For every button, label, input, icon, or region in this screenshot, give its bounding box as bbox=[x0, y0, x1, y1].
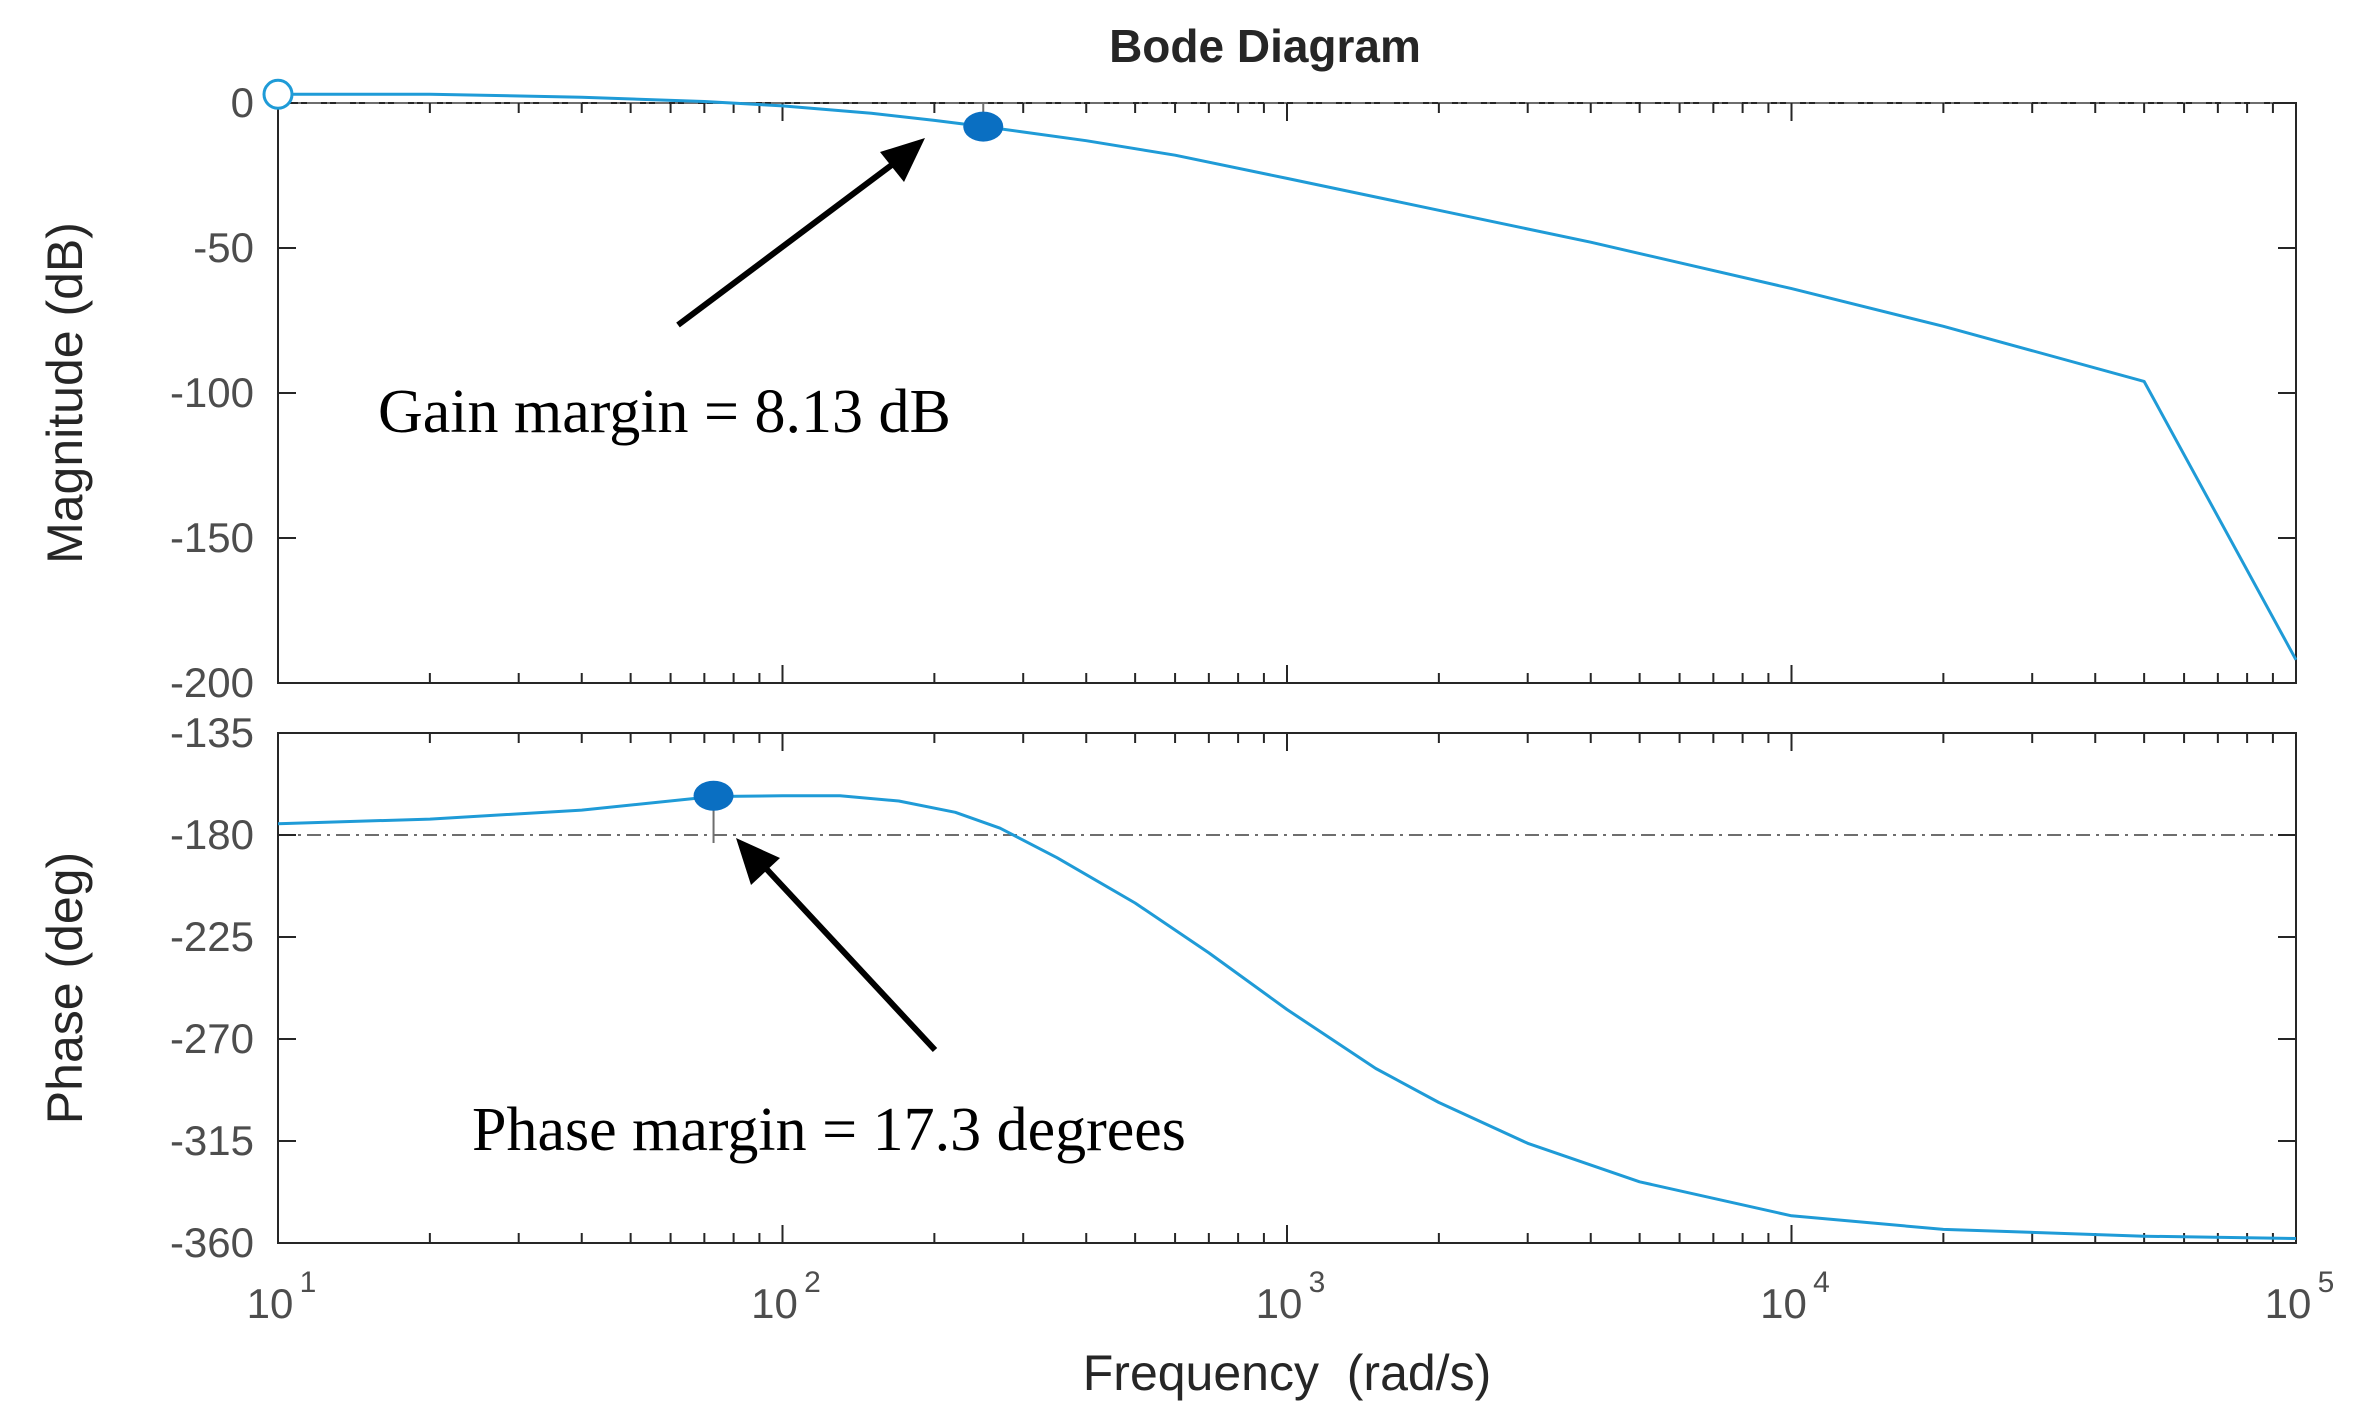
phase-y-tick-label: -180 bbox=[170, 811, 254, 858]
gain-crossover-marker bbox=[262, 78, 294, 110]
phase-margin-marker bbox=[693, 780, 734, 811]
x-tick-label: 10 bbox=[2265, 1280, 2312, 1327]
x-tick-label: 10 bbox=[1256, 1280, 1303, 1327]
x-axis-label: Frequency (rad/s) bbox=[1083, 1345, 1491, 1401]
phase-margin-arrow bbox=[757, 859, 938, 1053]
magnitude-series-line bbox=[278, 92, 2298, 661]
x-tick-exponent: 5 bbox=[2318, 1266, 2335, 1299]
annotations: Gain margin = 8.13 dB Phase margin = 17.… bbox=[378, 138, 1186, 1164]
x-tick-exponent: 1 bbox=[300, 1266, 317, 1299]
phase-y-tick-label: -225 bbox=[170, 913, 254, 960]
magnitude-y-tick-label: -200 bbox=[170, 659, 254, 706]
phase-y-tick-label: -360 bbox=[170, 1219, 254, 1266]
phase-y-tick-label: -270 bbox=[170, 1015, 254, 1062]
phase-x-ticks bbox=[277, 733, 2274, 1243]
phase-margin-arrowhead bbox=[736, 838, 780, 885]
gain-margin-marker bbox=[963, 111, 1004, 142]
magnitude-ylabel: Magnitude (dB) bbox=[37, 222, 93, 564]
x-tick-exponent: 2 bbox=[804, 1266, 821, 1299]
phase-y-tick-label: -315 bbox=[170, 1117, 254, 1164]
x-tick-label: 10 bbox=[751, 1280, 798, 1327]
magnitude-y-tick-label: -150 bbox=[170, 514, 254, 561]
phase-y-tick-label: -135 bbox=[170, 709, 254, 756]
x-tick-labels: 10 1 10 2 10 3 10 4 10 5 bbox=[247, 1266, 2335, 1327]
x-tick-exponent: 3 bbox=[1309, 1266, 1326, 1299]
x-tick-exponent: 4 bbox=[1813, 1266, 1830, 1299]
gain-margin-arrow bbox=[676, 152, 907, 328]
phase-series-group bbox=[277, 780, 2297, 1240]
magnitude-x-ticks bbox=[277, 103, 2274, 683]
phase-y-ticks: -135 -180 -225 -270 -315 -360 bbox=[170, 709, 2296, 1266]
phase-panel: -135 -180 -225 -270 -315 -360 Phase (deg) bbox=[37, 709, 2297, 1266]
x-tick-label: 10 bbox=[1760, 1280, 1807, 1327]
magnitude-y-tick-label: 0 bbox=[231, 79, 254, 126]
x-tick-label: 10 bbox=[247, 1280, 294, 1327]
magnitude-y-tick-label: -50 bbox=[193, 224, 254, 271]
gain-margin-annotation: Gain margin = 8.13 dB bbox=[378, 378, 951, 446]
magnitude-y-ticks: 0 -50 -100 -150 -200 bbox=[170, 79, 2296, 706]
chart-title: Bode Diagram bbox=[1109, 20, 1421, 72]
magnitude-series-group bbox=[262, 78, 2298, 661]
phase-margin-annotation: Phase margin = 17.3 degrees bbox=[472, 1096, 1186, 1164]
phase-ylabel: Phase (deg) bbox=[37, 852, 93, 1124]
phase-series-line bbox=[277, 794, 2297, 1240]
magnitude-y-tick-label: -100 bbox=[170, 369, 254, 416]
gain-margin-arrowhead bbox=[880, 138, 925, 182]
magnitude-panel: 0 -50 -100 -150 -200 Magnitude (dB) bbox=[37, 78, 2298, 706]
